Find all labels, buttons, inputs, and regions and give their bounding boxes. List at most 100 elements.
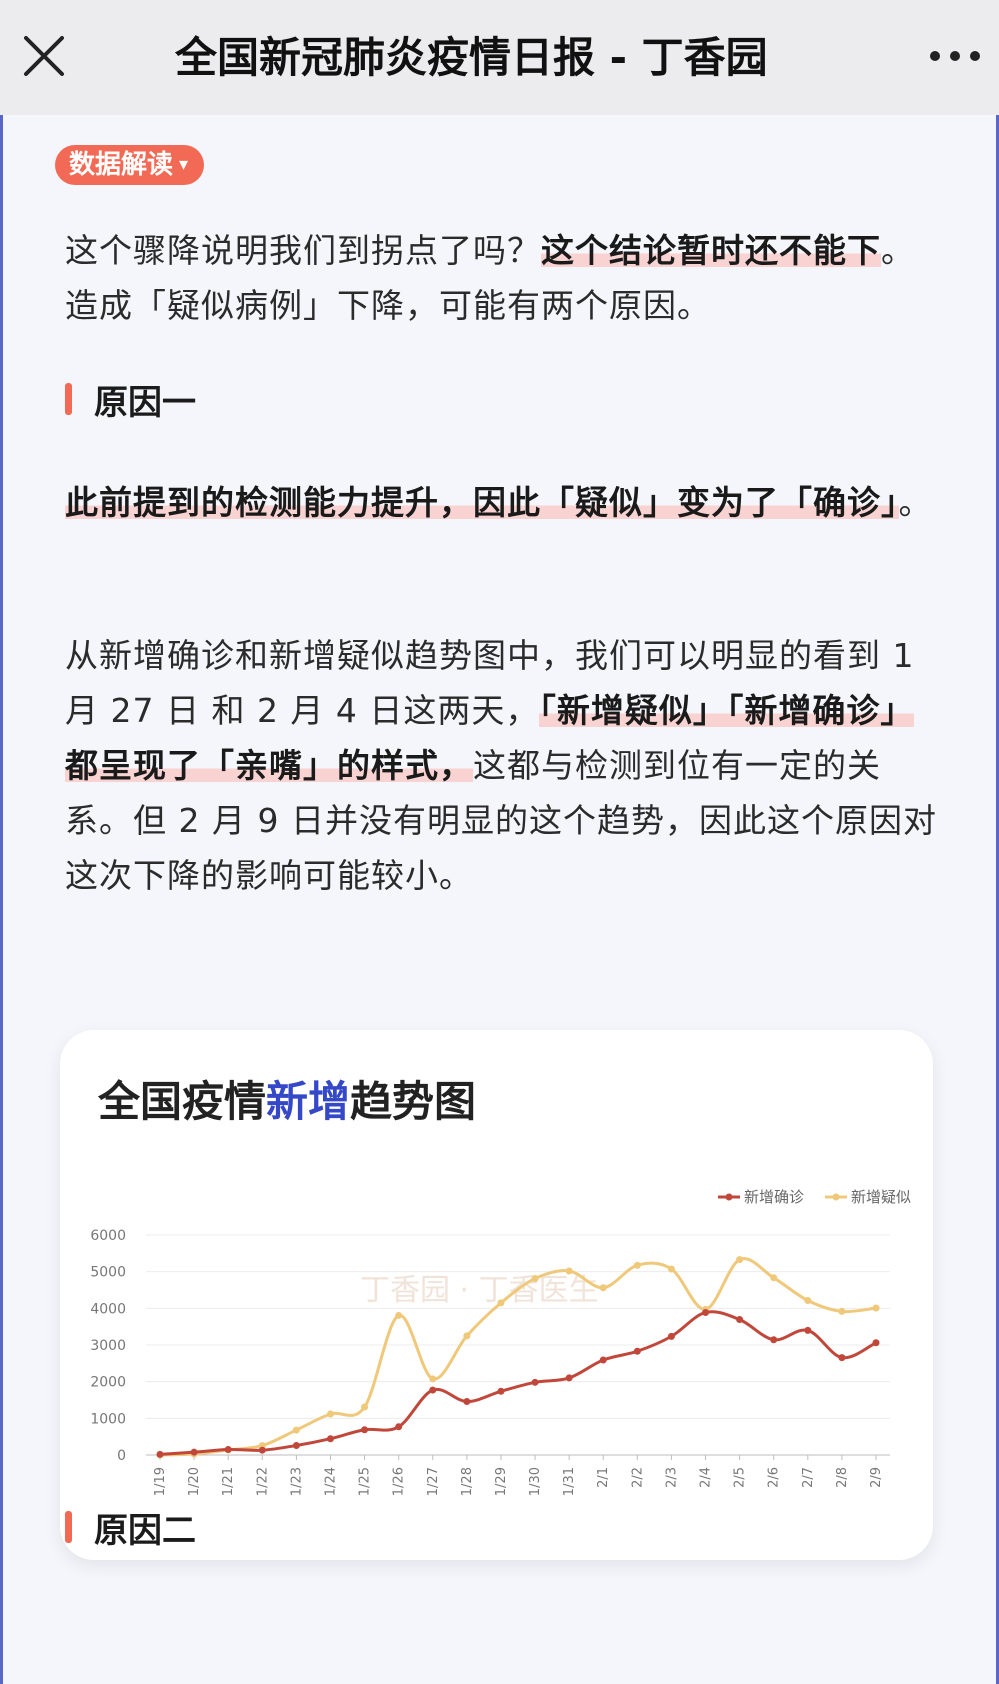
data-point-confirmed — [326, 1435, 334, 1443]
series-line-suspected — [159, 1257, 877, 1457]
data-point-suspected — [565, 1267, 573, 1275]
intro-text-1: 这个骤降说明我们到拐点了吗？ — [65, 231, 541, 270]
y-tick-label: 4000 — [90, 1301, 126, 1317]
chart-title-part-2: 趋势图 — [350, 1077, 477, 1126]
data-point-suspected — [667, 1265, 675, 1273]
trend-chart-card: 全国疫情新增趋势图 丁香园 · 丁香医生 0 1000 2000 3000 4000 500… — [60, 1030, 933, 1560]
chart-title: 全国疫情新增趋势图 — [98, 1068, 476, 1129]
section-marker — [65, 1511, 72, 1543]
x-tick-label: 1/22 — [255, 1467, 270, 1496]
page-title: 全国新冠肺炎疫情日报 - 丁香园 — [175, 33, 768, 82]
legend-marker-suspected — [832, 1193, 840, 1201]
y-tick-label: 3000 — [90, 1338, 126, 1354]
data-point-confirmed — [565, 1374, 573, 1382]
x-tick-label: 2/6 — [767, 1467, 782, 1488]
data-point-suspected — [770, 1274, 778, 1282]
intro-text-2: 。造成「疑似病例」下降，可能有两个原因。 — [65, 231, 915, 325]
data-point-confirmed — [429, 1386, 437, 1394]
x-tick-label: 1/29 — [494, 1467, 509, 1496]
x-tick-label: 1/27 — [426, 1467, 441, 1496]
x-tick-label: 1/30 — [528, 1467, 543, 1496]
series-line-confirmed — [159, 1310, 877, 1456]
reason-1-bold-text: 此前提到的检测能力提升，因此「疑似」变为了「确诊」 — [65, 483, 899, 522]
data-point-confirmed — [702, 1308, 710, 1316]
data-point-confirmed — [361, 1426, 369, 1434]
x-tick-label: 2/5 — [733, 1467, 748, 1488]
detail-text-1: 从新增确诊和新增疑似趋势图中，我们可以明显的看到 1 月 27 日 和 2 月 … — [65, 636, 915, 730]
section-heading-reason-2: 原因二 — [65, 1507, 196, 1551]
data-point-suspected — [599, 1284, 607, 1292]
legend-label-suspected: 新增疑似 — [851, 1188, 911, 1206]
x-tick-label: 1/26 — [392, 1467, 407, 1496]
data-point-suspected — [326, 1410, 334, 1418]
x-tick-label: 1/20 — [187, 1467, 202, 1496]
data-point-confirmed — [224, 1446, 232, 1454]
section-heading-reason-1: 原因一 — [65, 379, 196, 423]
x-tick-label: 2/2 — [630, 1467, 645, 1488]
frame-border-right — [996, 115, 999, 1684]
data-point-confirmed — [156, 1450, 164, 1458]
tag-label: 数据解读 — [69, 150, 174, 180]
close-icon[interactable] — [22, 34, 66, 78]
y-tick-label: 6000 — [90, 1228, 126, 1244]
data-point-suspected — [531, 1275, 539, 1283]
section-marker — [65, 383, 72, 415]
data-point-confirmed — [633, 1347, 641, 1355]
x-tick-label: 1/25 — [358, 1467, 373, 1496]
y-tick-label: 2000 — [90, 1375, 126, 1391]
x-tick-label: 2/3 — [664, 1467, 679, 1488]
data-point-confirmed — [463, 1398, 471, 1406]
data-point-suspected — [395, 1311, 403, 1319]
data-point-confirmed — [292, 1442, 300, 1450]
more-icon[interactable] — [925, 44, 985, 68]
section-title: 原因二 — [94, 1510, 196, 1551]
legend-label-confirmed: 新增确诊 — [744, 1188, 804, 1206]
detail-text-2: 这都与检测到位有一定的关系。但 2 月 9 日并没有明显的这个趋势，因此这个原因… — [65, 746, 937, 895]
frame-border-left — [0, 115, 3, 1684]
data-point-confirmed — [190, 1448, 198, 1456]
chart-watermark: 丁香园 · 丁香医生 — [360, 1273, 599, 1308]
x-tick-label: 1/23 — [289, 1467, 304, 1496]
x-tick-label: 2/8 — [835, 1467, 850, 1488]
data-point-suspected — [361, 1403, 369, 1411]
data-point-suspected — [804, 1296, 812, 1304]
data-point-confirmed — [497, 1387, 505, 1395]
x-tick-label: 1/19 — [153, 1467, 168, 1496]
y-tick-label: 1000 — [90, 1411, 126, 1427]
section-title: 原因一 — [94, 382, 196, 423]
chart-title-accent: 新增 — [266, 1077, 351, 1126]
chart-title-part-1: 全国疫情 — [98, 1077, 267, 1126]
paragraph-reason-1-detail: 从新增确诊和新增疑似趋势图中，我们可以明显的看到 1 月 27 日 和 2 月 … — [65, 628, 945, 903]
x-tick-label: 1/31 — [562, 1467, 577, 1496]
paragraph-reason-1-summary: 此前提到的检测能力提升，因此「疑似」变为了「确诊」。 — [65, 475, 945, 530]
data-point-confirmed — [395, 1423, 403, 1431]
intro-bold-text: 这个结论暂时还不能下 — [541, 231, 881, 270]
reason-1-period: 。 — [898, 483, 933, 522]
data-point-suspected — [736, 1256, 744, 1264]
x-tick-label: 2/7 — [801, 1467, 816, 1488]
top-navigation-bar: 全国新冠肺炎疫情日报 - 丁香园 — [0, 0, 999, 116]
x-tick-label: 2/9 — [869, 1467, 884, 1488]
data-point-confirmed — [736, 1316, 744, 1324]
data-point-confirmed — [804, 1326, 812, 1334]
x-tick-label: 2/4 — [699, 1467, 714, 1488]
data-point-confirmed — [667, 1332, 675, 1340]
paragraph-intro: 这个骤降说明我们到拐点了吗？这个结论暂时还不能下。造成「疑似病例」下降，可能有两… — [65, 223, 945, 333]
x-tick-label: 1/24 — [323, 1467, 338, 1496]
data-point-confirmed — [770, 1336, 778, 1344]
legend-marker-confirmed — [725, 1193, 733, 1201]
trend-line-chart: 丁香园 · 丁香医生 0 1000 2000 3000 4000 5000 6000 1/19 1… — [90, 1188, 911, 1496]
data-interpretation-tag[interactable]: 数据解读 ▾ — [55, 145, 205, 185]
article-content: 数据解读 ▾ 这个骤降说明我们到拐点了吗？这个结论暂时还不能下。造成「疑似病例」… — [3, 115, 996, 1684]
data-point-suspected — [497, 1299, 505, 1307]
triangle-down-icon: ▾ — [179, 154, 189, 175]
data-point-suspected — [838, 1307, 846, 1315]
data-point-confirmed — [872, 1339, 880, 1347]
x-tick-label: 2/1 — [596, 1467, 611, 1488]
x-tick-label: 1/21 — [221, 1467, 236, 1496]
data-point-suspected — [429, 1375, 437, 1383]
data-point-confirmed — [258, 1446, 266, 1454]
data-point-confirmed — [838, 1354, 846, 1362]
data-point-suspected — [292, 1426, 300, 1434]
x-tick-label: 1/28 — [460, 1467, 475, 1496]
